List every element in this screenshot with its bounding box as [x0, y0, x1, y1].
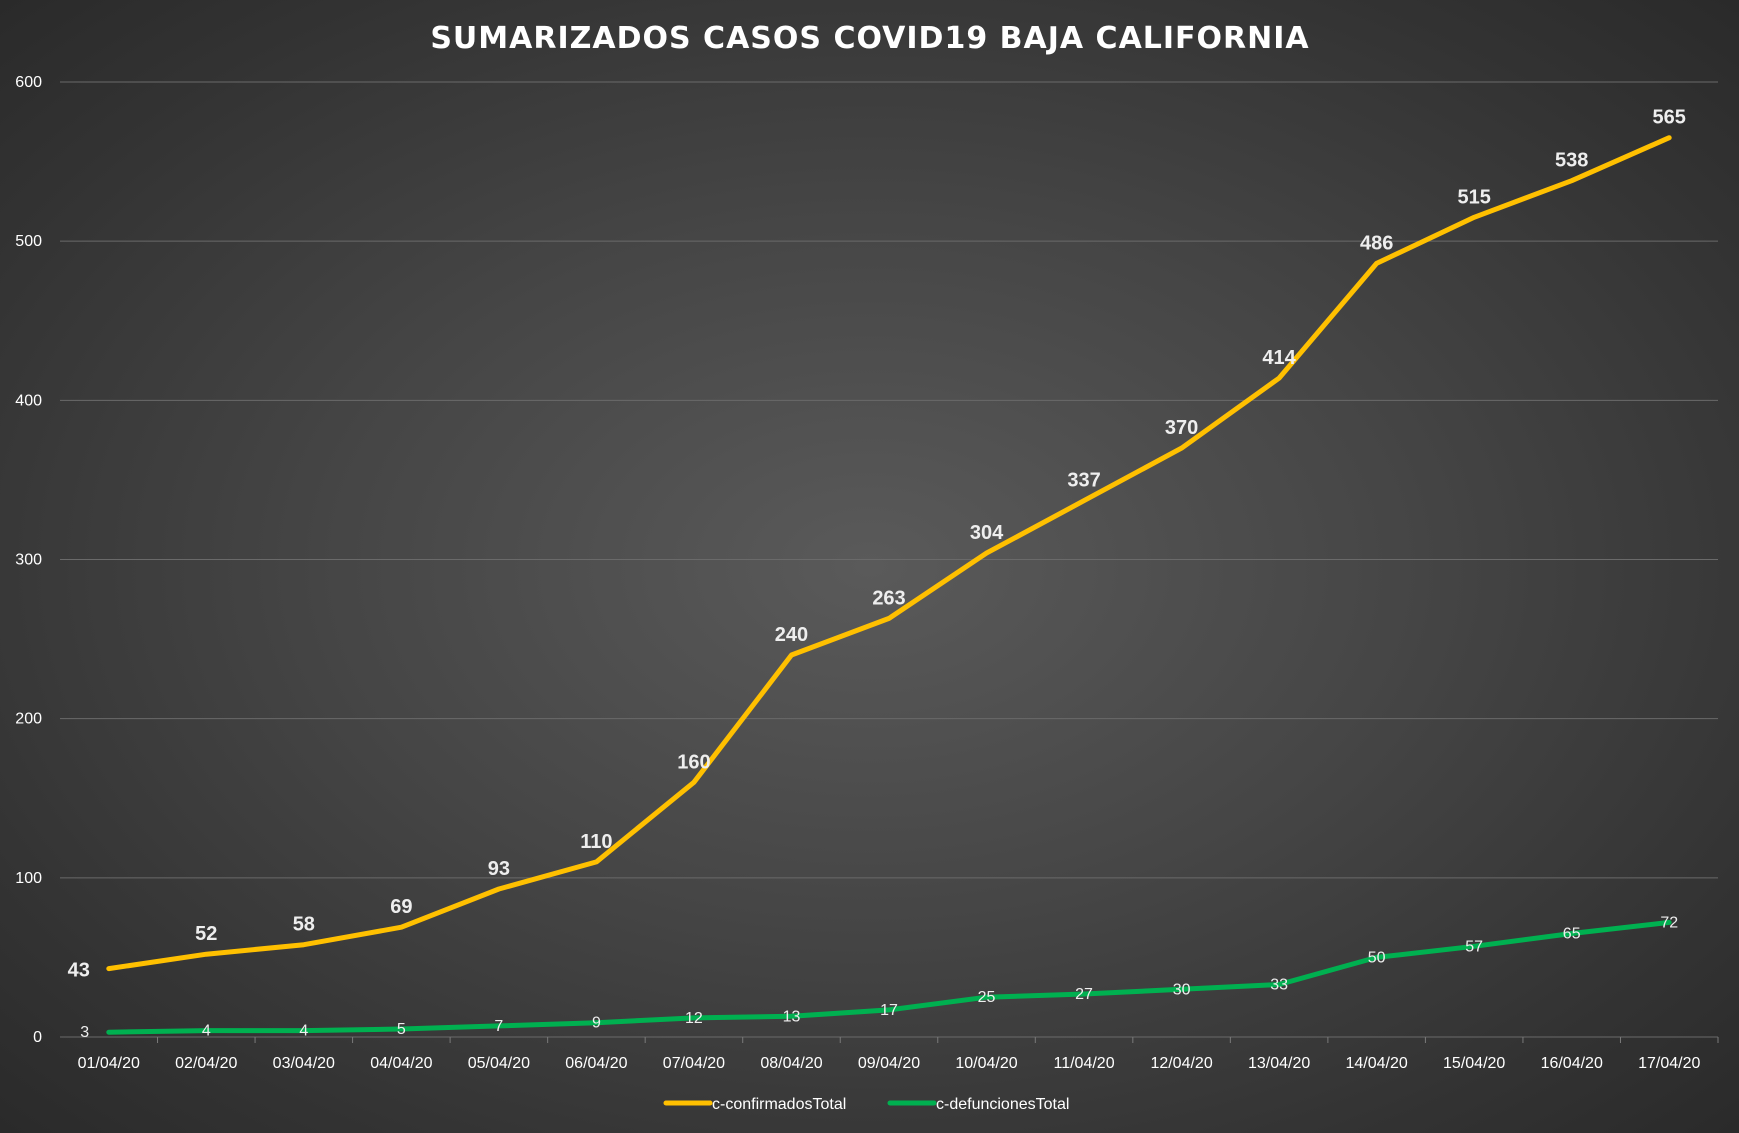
data-label: 263	[872, 587, 905, 609]
data-label: 72	[1660, 914, 1678, 931]
data-label: 9	[592, 1015, 601, 1032]
data-label: 57	[1465, 938, 1483, 955]
legend-label: c-confirmadosTotal	[712, 1096, 846, 1113]
data-label: 3	[80, 1024, 89, 1041]
y-tick-label: 200	[15, 711, 42, 728]
x-tick-label: 05/04/20	[468, 1055, 530, 1072]
y-tick-label: 100	[15, 870, 42, 887]
data-label: 304	[970, 522, 1004, 544]
x-tick-label: 08/04/20	[760, 1055, 822, 1072]
y-tick-label: 300	[15, 552, 42, 569]
data-label: 110	[580, 831, 612, 853]
x-tick-label: 15/04/20	[1443, 1055, 1505, 1072]
legend-label: c-defuncionesTotal	[936, 1096, 1069, 1113]
data-label: 50	[1368, 949, 1386, 966]
x-tick-label: 10/04/20	[955, 1055, 1017, 1072]
data-label: 65	[1563, 926, 1581, 943]
x-tick-label: 09/04/20	[858, 1055, 920, 1072]
data-label: 486	[1360, 232, 1393, 254]
data-label: 17	[880, 1002, 898, 1019]
x-axis-tick-labels: 01/04/20 02/04/20 03/04/20 04/04/20 05/04/20…	[78, 1055, 1701, 1072]
y-tick-label: 0	[33, 1029, 42, 1046]
series-line-c-defuncionesTotal	[106, 919, 1672, 1035]
data-label: 370	[1165, 417, 1198, 439]
x-tick-label: 16/04/20	[1541, 1055, 1603, 1072]
x-tick-label: 04/04/20	[370, 1055, 432, 1072]
data-label: 58	[293, 914, 315, 936]
data-label: 4	[202, 1023, 211, 1040]
data-label: 93	[488, 858, 510, 880]
x-tick-label: 14/04/20	[1346, 1055, 1408, 1072]
y-tick-label: 500	[15, 233, 42, 250]
data-label: 538	[1555, 150, 1588, 172]
data-label: 4	[299, 1023, 308, 1040]
data-label: 69	[390, 896, 412, 918]
x-tick-label: 07/04/20	[663, 1055, 725, 1072]
series-line-c-confirmadosTotal	[106, 135, 1672, 972]
x-tick-label: 13/04/20	[1248, 1055, 1310, 1072]
y-axis-tick-labels: 0 100 200 300 400 500 600	[15, 74, 42, 1046]
x-tick-label: 11/04/20	[1054, 1055, 1115, 1072]
chart-title: SUMARIZADOS CASOS COVID19 BAJA CALIFORNI…	[430, 21, 1309, 56]
data-label: 13	[783, 1008, 801, 1025]
data-label: 414	[1262, 347, 1296, 369]
data-label: 5	[397, 1021, 406, 1038]
x-tick-label: 02/04/20	[175, 1055, 237, 1072]
data-label: 33	[1270, 976, 1288, 993]
data-label: 52	[195, 923, 217, 945]
legend: c-confirmadosTotal c-defuncionesTotal	[663, 1096, 1069, 1113]
y-tick-label: 600	[15, 74, 42, 91]
series-lines	[106, 135, 1672, 1035]
data-label: 160	[677, 751, 710, 773]
gridlines	[60, 81, 1719, 1043]
data-label: 240	[775, 624, 808, 646]
y-tick-label: 400	[15, 392, 42, 409]
x-tick-label: 06/04/20	[565, 1055, 627, 1072]
data-label: 337	[1067, 470, 1100, 492]
x-tick-label: 01/04/20	[78, 1055, 140, 1072]
x-tick-label: 17/04/20	[1638, 1055, 1700, 1072]
data-label: 25	[978, 989, 996, 1006]
data-label: 515	[1457, 186, 1490, 208]
data-label: 30	[1173, 981, 1191, 998]
data-label: 7	[494, 1018, 503, 1035]
x-tick-label: 12/04/20	[1150, 1055, 1212, 1072]
x-tick-label: 03/04/20	[273, 1055, 335, 1072]
data-label: 565	[1653, 107, 1686, 129]
data-label: 27	[1075, 986, 1093, 1003]
data-label: 43	[68, 960, 90, 982]
data-label: 12	[685, 1010, 703, 1027]
